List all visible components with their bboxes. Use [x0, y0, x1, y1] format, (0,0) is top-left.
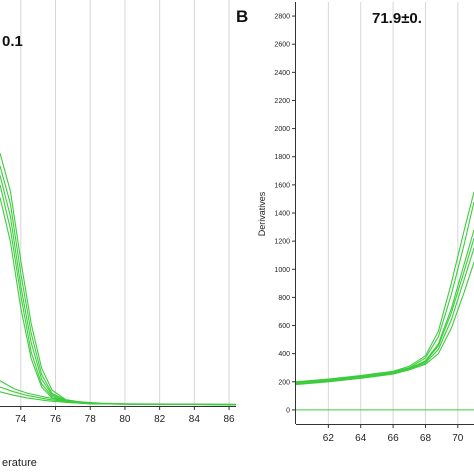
panel-b-y-tick-label-9: 1800 [274, 154, 290, 161]
panel-b-y-tick-label-5: 1000 [274, 267, 290, 274]
panel-b-y-ticks: 0 200 400 600 800 1000 1200 1400 1600 1800 2000 220… [274, 14, 296, 414]
panel-b-y-tick-label-11: 2200 [274, 98, 290, 105]
panel-b-y-axis-label: Derivatives [257, 191, 267, 236]
panel-b-annotation: 71.9±0. [372, 10, 422, 27]
panel-b-y-tick-label-1: 200 [278, 379, 290, 386]
panel-a-x-tick-label-5: 84 [189, 414, 201, 425]
panel-b-y-tick-label-3: 600 [278, 323, 290, 330]
panel-b-x-ticks: 62 64 66 68 70 [323, 424, 464, 444]
panel-a-x-tick-label-1: 76 [50, 414, 62, 425]
panel-b-curve-0 [295, 201, 474, 384]
panel-b-grid [327, 2, 459, 424]
panel-a-x-axis-label: erature [2, 457, 37, 469]
panel-a-curve-5 [0, 380, 237, 405]
panel-b-y-tick-label-0: 0 [286, 407, 290, 414]
panel-b-x-tick-label-2: 66 [388, 433, 400, 444]
panel-b-x-tick-label-1: 64 [355, 433, 367, 444]
panel-b-y-tick-label-6: 1200 [274, 239, 290, 246]
panel-b-y-tick-label-14: 2800 [274, 14, 290, 21]
panel-b-x-tick-label-0: 62 [323, 433, 335, 444]
panel-b-curve-2 [295, 248, 474, 385]
panel-a-grid [20, 0, 230, 406]
panel-b-curve-5 [295, 238, 474, 385]
panel-a-curve-4 [0, 197, 237, 406]
panel-b-curve-3 [295, 191, 474, 383]
panel-b-curves [295, 191, 474, 386]
panel-b: 0 200 400 600 800 1000 1200 1400 1600 1800 2000 220… [236, 2, 474, 444]
panel-b-y-tick-label-2: 400 [278, 351, 290, 358]
panel-b-letter: B [236, 7, 248, 26]
panel-a: 74 76 78 80 82 84 86 erature 0.1 [0, 0, 237, 469]
panel-b-x-tick-label-3: 68 [420, 433, 432, 444]
panel-a-x-ticks: 74 76 78 80 82 84 86 [15, 406, 235, 425]
panel-a-x-tick-label-4: 82 [154, 414, 166, 425]
panel-a-curve-6 [0, 386, 237, 405]
panel-a-annotation: 0.1 [2, 33, 23, 50]
panel-b-y-tick-label-7: 1400 [274, 211, 290, 218]
panel-a-curve-7 [0, 391, 237, 405]
panel-b-curve-4 [295, 262, 474, 386]
panel-a-x-tick-label-0: 74 [15, 414, 27, 425]
panel-b-y-tick-label-10: 2000 [274, 126, 290, 133]
panel-a-curve-0 [0, 153, 237, 406]
panel-b-x-tick-label-4: 70 [452, 433, 464, 444]
panel-a-x-tick-label-3: 80 [119, 414, 131, 425]
panel-a-curves [0, 153, 237, 406]
panel-b-y-tick-label-8: 1600 [274, 182, 290, 189]
panel-a-curve-3 [0, 184, 237, 406]
panel-b-y-tick-label-13: 2600 [274, 42, 290, 49]
panel-b-y-tick-label-4: 800 [278, 295, 290, 302]
panel-b-y-tick-label-12: 2400 [274, 70, 290, 77]
panel-a-x-tick-label-2: 78 [85, 414, 97, 425]
panel-a-x-tick-label-6: 86 [223, 414, 235, 425]
